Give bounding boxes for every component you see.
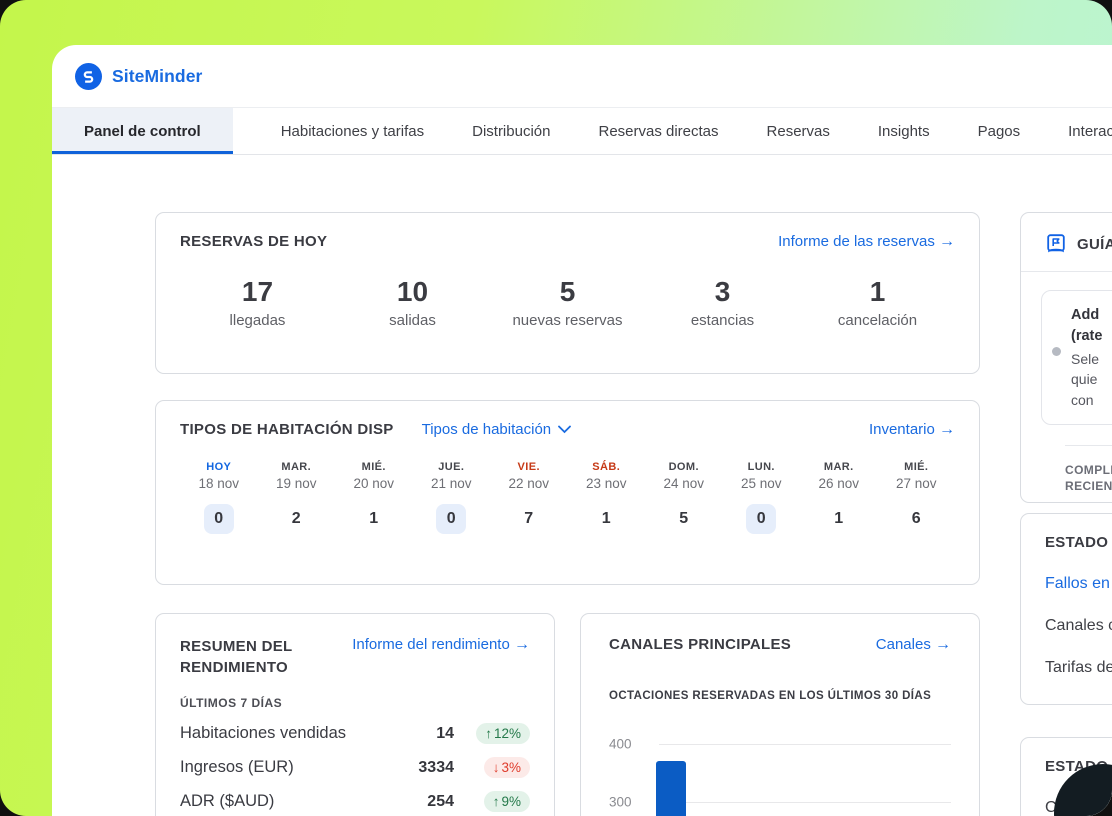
availability-badge: 0	[436, 504, 467, 534]
availability-days: HOY 18 nov 0 MAR. 19 nov 2 MIÉ. 20 nov 1…	[180, 461, 955, 534]
day-column[interactable]: MIÉ. 20 nov 1	[353, 461, 395, 527]
status-row-failures-link[interactable]: Fallos en l	[1045, 575, 1112, 592]
day-column[interactable]: VIE. 22 nov 7	[508, 461, 550, 527]
tab-pagos[interactable]: Pagos	[977, 122, 1021, 140]
divider	[1065, 444, 1112, 446]
arrow-right-icon: →	[935, 636, 951, 653]
siteminder-logo-icon	[75, 62, 102, 90]
inventory-link[interactable]: Inventario →	[868, 421, 955, 438]
stat-arrivals: 17 llegadas	[229, 276, 286, 329]
app-header: SiteMinder	[52, 45, 1112, 107]
chart-bar	[656, 761, 686, 816]
day-column[interactable]: LUN. 25 nov 0	[723, 461, 801, 534]
room-types-card: TIPOS DE HABITACIÓN DISP Tipos de habita…	[155, 400, 980, 585]
guide-title: GUÍA	[1077, 235, 1112, 253]
arrow-up-icon: ↑	[485, 726, 492, 741]
guide-book-icon	[1047, 234, 1065, 253]
channels-chart-title: OCTACIONES RESERVADAS EN LOS ÚLTIMOS 30 …	[609, 690, 932, 702]
day-column[interactable]: MAR. 19 nov 2	[275, 461, 317, 527]
perf-row-rooms-sold: Habitaciones vendidas 14 ↑ 12%	[180, 723, 530, 744]
delta-badge-up: ↑ 12%	[476, 723, 530, 744]
channels-bar-chart: 400 300	[609, 724, 951, 816]
perf-row-revenue: Ingresos (EUR) 3334 ↓ 3%	[180, 757, 530, 778]
day-column[interactable]: DOM. 24 nov 5	[663, 461, 705, 527]
ytick-400: 400	[609, 736, 632, 752]
arrow-down-icon: ↓	[492, 760, 500, 775]
today-stats: 17 llegadas 10 salidas 5 nuevas reservas…	[180, 276, 955, 329]
task-status-dot-icon	[1052, 347, 1061, 356]
stat-cancellations: 1 cancelación	[837, 276, 918, 329]
performance-title: RESUMEN DEL RENDIMIENTO	[180, 638, 293, 676]
arrow-up-icon: ↑	[492, 794, 500, 809]
top-channels-card: CANALES PRINCIPALES Canales → OCTACIONES…	[580, 613, 980, 816]
delta-badge-down: ↓ 3%	[483, 757, 530, 778]
day-column[interactable]: MAR. 26 nov 1	[818, 461, 860, 527]
tab-habitaciones-y-tarifas[interactable]: Habitaciones y tarifas	[280, 122, 425, 140]
today-reservations-card: RESERVAS DE HOY Informe de las reservas …	[155, 212, 980, 374]
perf-row-adr: ADR ($AUD) 254 ↑ 9%	[180, 791, 530, 812]
stat-stays: 3 estancias	[690, 276, 755, 329]
guide-task-item[interactable]: Add (rate Sele quie con	[1041, 290, 1112, 425]
room-types-title: TIPOS DE HABITACIÓN DISP	[180, 421, 394, 438]
arrow-right-icon: →	[939, 233, 955, 250]
day-column[interactable]: SÁB. 23 nov 1	[585, 461, 627, 527]
tab-reservas-directas[interactable]: Reservas directas	[598, 122, 719, 140]
availability-badge: 0	[203, 504, 234, 534]
day-column[interactable]: HOY 18 nov 0	[180, 461, 258, 534]
chevron-down-icon	[558, 425, 572, 434]
room-types-dropdown[interactable]: Tipos de habitación	[422, 421, 572, 438]
performance-summary-card: RESUMEN DEL RENDIMIENTO Informe del rend…	[155, 613, 555, 816]
day-column[interactable]: MIÉ. 27 nov 6	[895, 461, 937, 527]
gridline-400	[659, 744, 951, 745]
gridline-300	[659, 802, 951, 803]
status1-title: ESTADO	[1045, 534, 1109, 551]
ytick-300: 300	[609, 794, 632, 810]
setup-guide-card: GUÍA Add (rate Sele quie con	[1020, 212, 1112, 503]
day-column[interactable]: JUE. 21 nov 0	[413, 461, 491, 534]
brand-wordmark: SiteMinder	[112, 65, 203, 86]
stat-new-reservations: 5 nuevas reservas	[512, 276, 623, 329]
performance-report-link[interactable]: Informe del rendimiento →	[352, 636, 530, 653]
delta-badge-up: ↑ 9%	[483, 791, 530, 812]
status-row-channels: Canales c	[1045, 617, 1112, 634]
status-row-rates: Tarifas de	[1045, 659, 1112, 676]
tab-insights[interactable]: Insights	[877, 122, 930, 140]
today-card-title: RESERVAS DE HOY	[180, 233, 328, 250]
tab-interaccion[interactable]: Interacción	[1068, 122, 1112, 140]
guide-footer-label: COMPLETAD RECIENTEM	[1065, 462, 1112, 494]
reservations-report-link[interactable]: Informe de las reservas →	[778, 233, 955, 250]
status-card-1: ESTADO Fallos en l Canales c Tarifas de	[1020, 513, 1112, 705]
arrow-right-icon: →	[514, 636, 530, 653]
app-window: SiteMinder Panel de control Habitaciones…	[52, 45, 1112, 816]
tab-reservas[interactable]: Reservas	[766, 122, 830, 140]
main-nav: Panel de control Habitaciones y tarifas …	[52, 107, 1112, 155]
stat-departures: 10 salidas	[389, 276, 436, 329]
tab-panel-de-control[interactable]: Panel de control	[52, 108, 233, 154]
performance-period-label: ÚLTIMOS 7 DÍAS	[180, 696, 283, 710]
channels-title: CANALES PRINCIPALES	[609, 636, 792, 653]
arrow-right-icon: →	[939, 421, 955, 438]
availability-badge: 0	[746, 504, 777, 534]
tab-distribucion[interactable]: Distribución	[472, 122, 551, 140]
channels-link[interactable]: Canales →	[875, 636, 951, 653]
